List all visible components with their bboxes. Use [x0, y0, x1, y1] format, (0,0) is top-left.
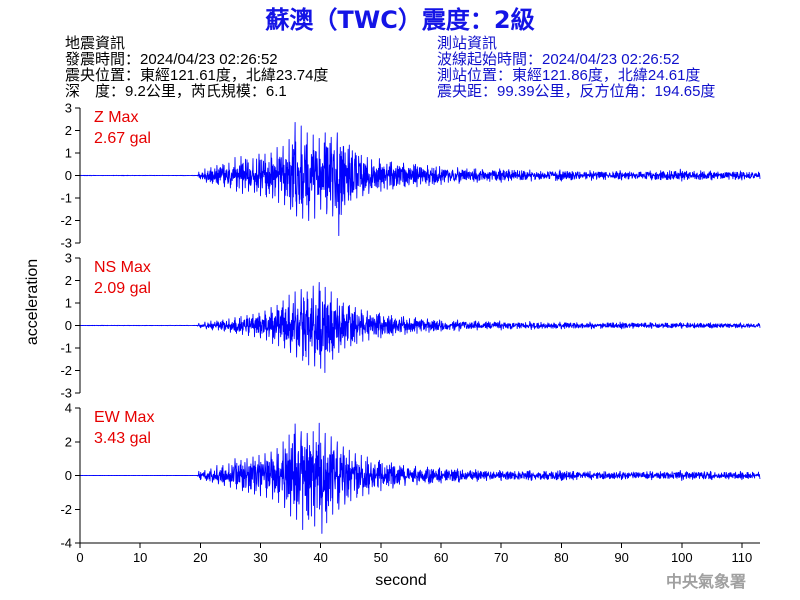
x-tick-label: 20	[193, 550, 207, 565]
station-location: 測站位置：東經121.86度，北緯24.61度	[437, 67, 700, 84]
agency-watermark: 中央氣象署	[666, 572, 746, 591]
y-axis: -4 -2 0 2 4	[60, 401, 81, 551]
y-tick-label: 2	[65, 273, 72, 288]
y-axis: -3 -2 -1 0 1 2 3	[60, 101, 81, 251]
panel-ns: NS Max 2.09 gal -3 -2 -1 0 1 2 3	[60, 251, 761, 401]
y-tick-label: -4	[60, 536, 72, 551]
y-tick-label: -1	[60, 341, 72, 356]
y-tick-label: 2	[65, 123, 72, 138]
origin-time: 發震時間：2024/04/23 02:26:52	[65, 51, 278, 68]
panel-ew: EW Max 3.43 gal -4 -2 0 2 4	[60, 401, 761, 551]
epicentral-distance-azimuth: 震央距：99.39公里，反方位角：194.65度	[437, 83, 715, 100]
y-tick-label: 2	[65, 434, 72, 449]
x-tick-label: 80	[554, 550, 568, 565]
waveform-start-time: 波線起始時間：2024/04/23 02:26:52	[437, 51, 680, 68]
y-tick-label: 3	[65, 251, 72, 266]
station-info: 測站資訊 波線起始時間：2024/04/23 02:26:52 測站位置：東經1…	[437, 35, 715, 100]
y-tick-label: -3	[60, 386, 72, 401]
ns-max-label: NS Max	[94, 259, 151, 276]
z-waveform	[79, 121, 761, 237]
x-tick-label: 90	[614, 550, 628, 565]
y-tick-label: 0	[65, 318, 72, 333]
depth-magnitude: 深 度：9.2公里，芮氏規模：6.1	[65, 83, 287, 100]
z-max-value: 2.67 gal	[94, 130, 151, 147]
earthquake-info: 地震資訊 發震時間：2024/04/23 02:26:52 震央位置：東經121…	[65, 35, 328, 100]
z-max-label: Z Max	[94, 109, 138, 126]
ns-waveform	[79, 282, 761, 373]
x-tick-label: 30	[253, 550, 267, 565]
x-tick-label: 40	[313, 550, 327, 565]
y-tick-label: -1	[60, 191, 72, 206]
y-tick-label: 3	[65, 101, 72, 116]
x-tick-label: 0	[76, 550, 83, 565]
panel-z: Z Max 2.67 gal -3 -2 -1 0 1 2 3	[60, 101, 761, 251]
station-info-heading: 測站資訊	[437, 35, 497, 52]
y-tick-label: -2	[60, 363, 72, 378]
ew-max-value: 3.43 gal	[94, 430, 151, 447]
x-tick-label: 100	[671, 550, 693, 565]
x-axis-title: second	[375, 572, 427, 589]
ew-max-label: EW Max	[94, 409, 154, 426]
y-tick-label: -3	[60, 236, 72, 251]
x-axis: 0 10 20 30 40 50 60 70 80 90 100 110	[76, 542, 760, 565]
earthquake-info-heading: 地震資訊	[65, 35, 125, 52]
y-tick-label: -2	[60, 213, 72, 228]
y-tick-label: 1	[65, 146, 72, 161]
x-tick-label: 60	[434, 550, 448, 565]
y-tick-label: 0	[65, 168, 72, 183]
chart-title: 蘇澳（TWC）震度：2級	[265, 6, 534, 34]
y-axis: -3 -2 -1 0 1 2 3	[60, 251, 81, 401]
x-tick-label: 110	[732, 550, 753, 565]
y-tick-label: 0	[65, 468, 72, 483]
x-tick-label: 70	[494, 550, 508, 565]
x-tick-label: 50	[374, 550, 388, 565]
y-tick-label: 1	[65, 296, 72, 311]
epicenter-location: 震央位置：東經121.61度，北緯23.74度	[65, 67, 328, 84]
x-tick-label: 10	[133, 550, 147, 565]
ns-max-value: 2.09 gal	[94, 280, 151, 297]
y-axis-title: acceleration	[24, 259, 41, 345]
ew-waveform	[79, 422, 761, 534]
y-tick-label: -2	[60, 502, 72, 517]
y-tick-label: 4	[65, 401, 72, 416]
